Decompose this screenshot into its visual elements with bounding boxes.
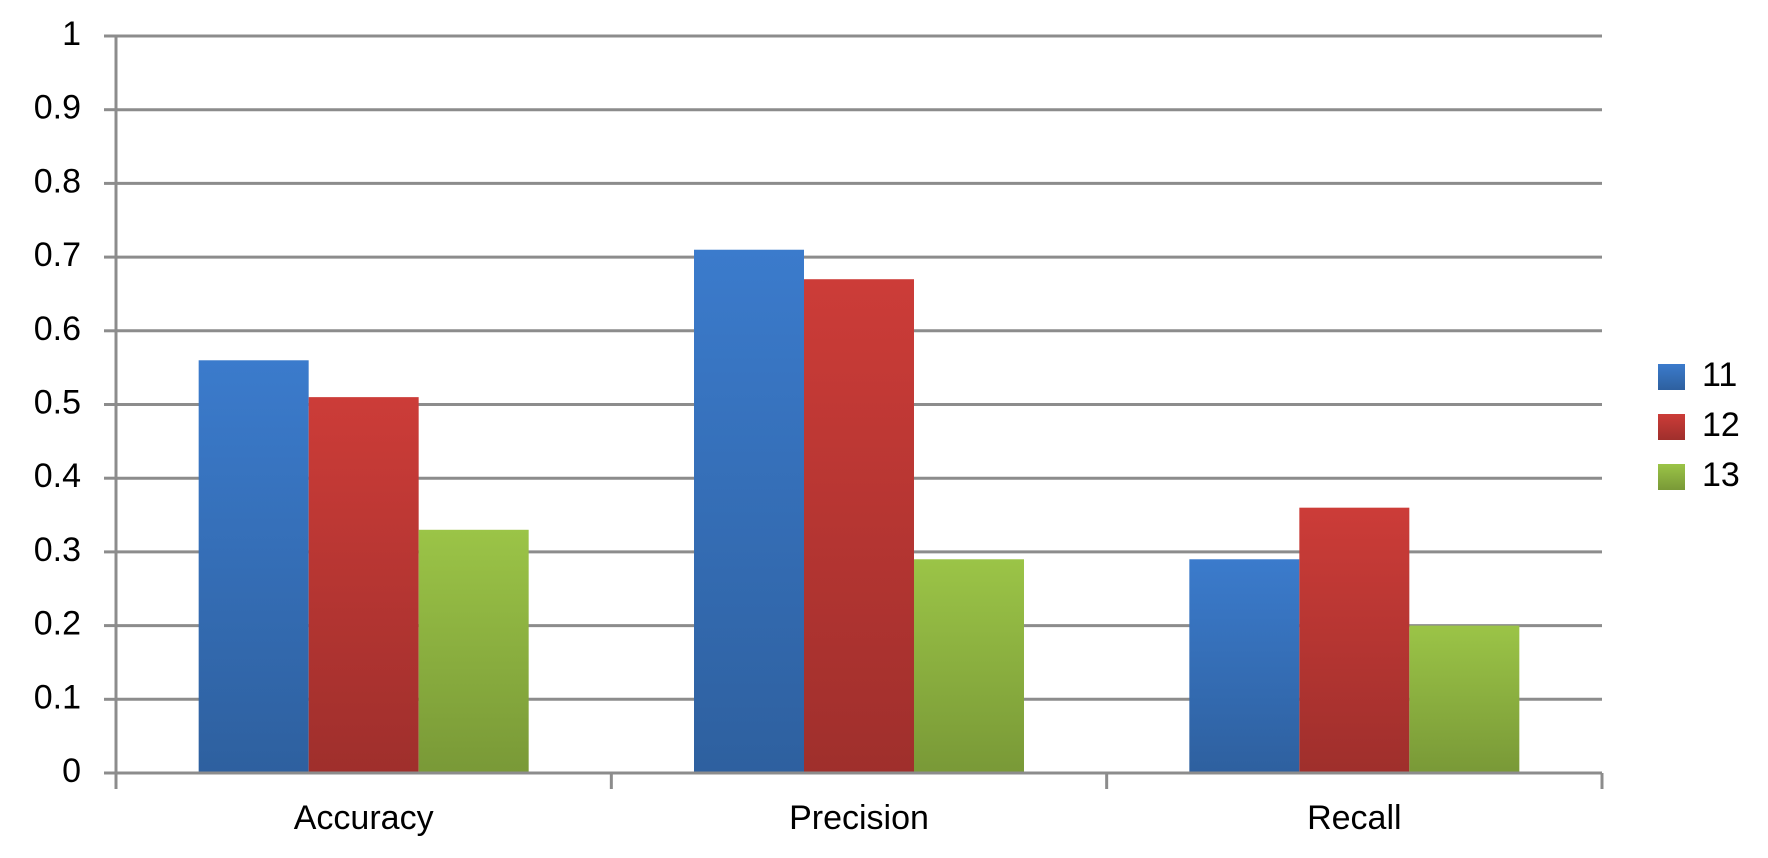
x-tick-label: Precision [789,799,929,837]
y-tick-label: 0.7 [34,236,81,274]
bar [1409,625,1520,773]
bar [1189,559,1300,773]
legend-label: 13 [1702,456,1740,494]
y-tick-label: 0.9 [34,89,81,127]
legend-swatch [1658,464,1685,490]
y-tick-label: 0.5 [34,383,81,421]
legend-label: 12 [1702,406,1740,444]
legend-swatch [1658,364,1685,390]
x-tick-label: Accuracy [294,799,434,837]
y-tick-label: 0 [62,752,81,790]
y-tick-label: 0.3 [34,531,81,569]
y-tick-label: 1 [62,15,81,53]
y-tick-label: 0.8 [34,162,81,200]
legend-swatch [1658,414,1685,440]
bar [694,249,804,774]
y-tick-label: 0.2 [34,605,81,643]
x-tick-label: Recall [1307,799,1401,837]
y-tick-label: 0.1 [34,678,81,716]
bar [914,559,1024,773]
bar [418,529,529,773]
bar [198,360,309,773]
y-tick-label: 0.6 [34,310,81,348]
legend-label: 11 [1702,356,1737,394]
bar [804,279,914,773]
bar [308,397,419,773]
bar [1299,507,1410,773]
y-tick-label: 0.4 [34,457,81,495]
